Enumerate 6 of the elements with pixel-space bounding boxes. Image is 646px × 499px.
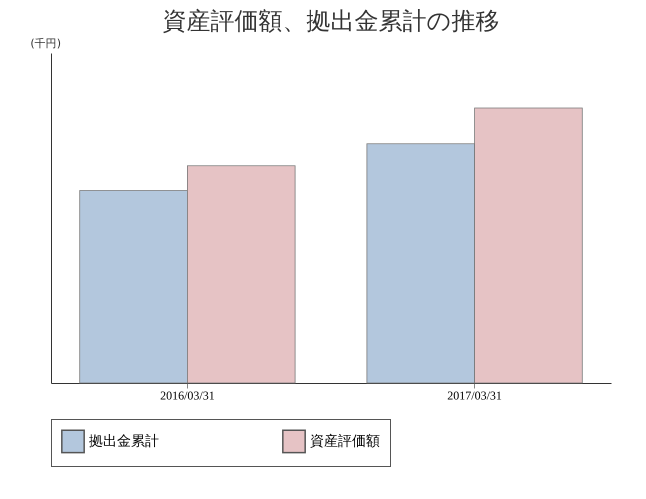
x-tick-label: 2016/03/31 <box>160 388 215 402</box>
chart-title: 資産評価額、拠出金累計の推移 <box>162 7 500 35</box>
legend-label: 資産評価額 <box>310 433 380 450</box>
legend-label: 拠出金累計 <box>89 433 159 450</box>
x-tick-label: 2017/03/31 <box>447 388 502 402</box>
text: (千円) <box>30 37 61 50</box>
